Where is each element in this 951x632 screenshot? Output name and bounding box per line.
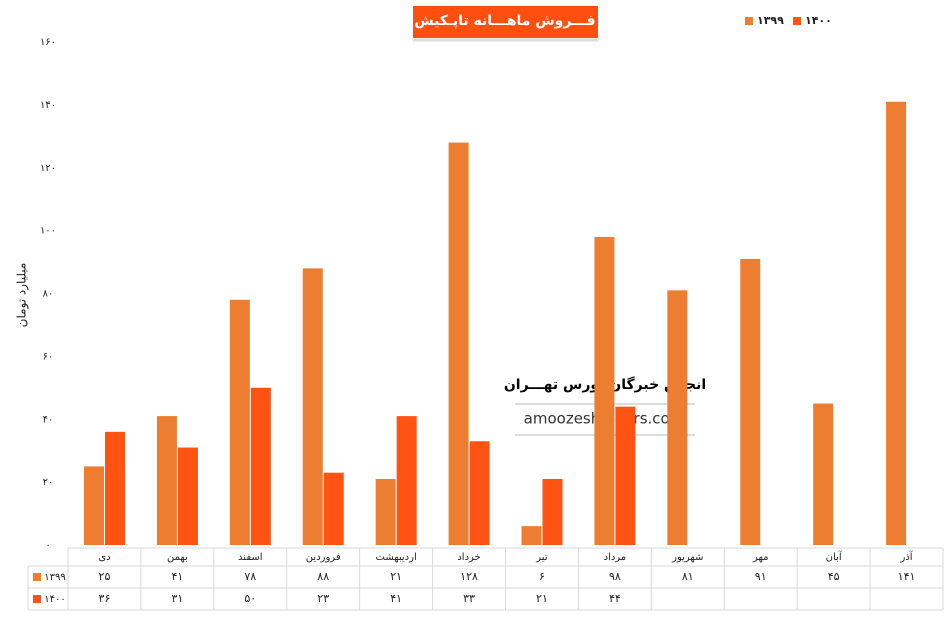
- bar: [302, 268, 323, 545]
- x-tick-label: مرداد: [604, 552, 627, 563]
- table-value: ۴۵: [828, 570, 840, 583]
- legend-label: ۱۳۹۹: [757, 14, 784, 27]
- bar: [448, 142, 469, 545]
- x-tick-label: خرداد: [457, 552, 480, 563]
- table-row-label: ۱۴۰۰: [44, 594, 65, 605]
- table-value: ۶: [539, 570, 545, 583]
- table-value: ۷۸: [244, 570, 256, 583]
- table-value: ۲۱: [390, 570, 402, 583]
- y-tick-label: ۰: [45, 540, 50, 551]
- bar: [594, 236, 615, 545]
- table-value: ۱۲۸: [460, 570, 478, 583]
- x-tick-label: آذر: [900, 550, 914, 563]
- y-tick-label: ۱۲۰: [40, 163, 56, 174]
- x-tick-label: دی: [98, 552, 110, 563]
- x-tick-label: آبان: [826, 550, 843, 563]
- legend-key: [793, 17, 801, 25]
- y-tick-label: ۸۰: [43, 289, 54, 300]
- bar: [105, 431, 125, 545]
- table-value: ۹۱: [755, 570, 767, 583]
- x-tick-label: اردیبهشت: [376, 552, 417, 563]
- bar: [813, 403, 834, 545]
- y-tick-label: ۶۰: [43, 351, 54, 362]
- y-tick-label: ۱۰۰: [40, 226, 56, 237]
- table-value: ۴۴: [609, 592, 621, 605]
- x-tick-label: اسفند: [238, 552, 262, 563]
- y-tick-label: ۱۴۰: [40, 100, 56, 111]
- bar: [229, 299, 250, 545]
- table-row-label: ۱۳۹۹: [44, 572, 65, 583]
- x-tick-label: شهریور: [671, 552, 703, 563]
- bar: [469, 441, 490, 545]
- bar: [396, 416, 417, 545]
- table-value: ۸۸: [317, 570, 329, 583]
- bar: [375, 478, 396, 545]
- y-tick-label: ۲۰: [43, 477, 54, 488]
- bar: [521, 526, 542, 545]
- table-value: ۴۱: [171, 570, 183, 583]
- bar: [323, 472, 344, 545]
- y-tick-label: ۴۰: [43, 414, 54, 425]
- table-value: ۸۱: [682, 570, 694, 583]
- x-tick-label: تیر: [535, 552, 548, 563]
- bar: [542, 478, 563, 545]
- table-value: ۳۱: [171, 592, 183, 605]
- bar: [740, 258, 761, 545]
- bar: [177, 447, 198, 545]
- table-value: ۲۳: [317, 592, 329, 605]
- bar: [886, 101, 907, 545]
- x-tick-label: فروردین: [306, 552, 341, 563]
- table-value: ۲۱: [536, 592, 548, 605]
- y-tick-label: ۱۶۰: [40, 37, 56, 48]
- bar: [156, 416, 177, 545]
- bar: [250, 387, 271, 545]
- bar: [667, 290, 688, 545]
- bar: [615, 406, 636, 545]
- table-value: ۵۰: [244, 592, 256, 605]
- legend-label: ۱۴۰۰: [805, 14, 832, 27]
- y-axis-label: میلیارد تومان: [15, 263, 30, 328]
- table-value: ۴۱: [390, 592, 402, 605]
- x-tick-label: بهمن: [167, 552, 188, 563]
- title-box: [413, 6, 598, 38]
- table-value: ۱۴۱: [898, 570, 916, 583]
- table-value: ۹۸: [609, 570, 621, 583]
- bar: [84, 466, 104, 545]
- chart-title: فـــروش ماهـــانه تاپـکیش: [414, 13, 595, 29]
- table-value: ۳۶: [99, 592, 111, 605]
- legend-key: [33, 595, 41, 603]
- legend-key: [745, 17, 753, 25]
- legend-key: [33, 573, 41, 581]
- table-value: ۲۵: [99, 570, 111, 583]
- x-tick-label: مهر: [752, 552, 768, 563]
- table-value: ۳۳: [463, 592, 475, 605]
